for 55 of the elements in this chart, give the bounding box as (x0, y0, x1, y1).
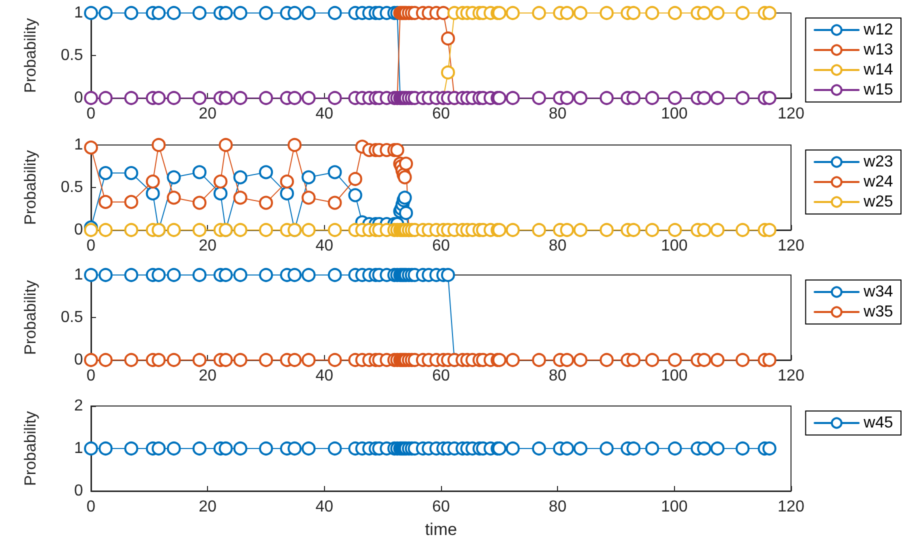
x-tick-label: 40 (315, 106, 334, 122)
y-tick-label: 0.5 (60, 47, 84, 64)
x-tick-label: 80 (548, 368, 567, 384)
x-tick-label: 0 (86, 238, 96, 254)
legend-label: w15 (862, 82, 894, 98)
legend-label: w24 (862, 174, 894, 190)
x-tick-label: 100 (660, 368, 688, 384)
y-tick-label: 1 (74, 440, 84, 457)
x-tick-label: 80 (548, 238, 567, 254)
y-tick-label: 0 (74, 222, 84, 238)
x-tick-label: 60 (432, 368, 450, 384)
x-tick-label: 120 (778, 106, 804, 122)
y-axis-title: Probability (22, 280, 40, 355)
legend-label: w35 (862, 304, 894, 320)
legend-label: w13 (862, 42, 894, 58)
legend-label: w45 (862, 414, 894, 432)
x-tick-label: 60 (432, 498, 450, 516)
x-tick-label: 0 (86, 106, 96, 122)
y-tick-label: 0.5 (60, 309, 84, 326)
x-tick-label: 120 (778, 368, 804, 384)
x-tick-label: 60 (432, 238, 450, 254)
x-tick-label: 120 (778, 238, 804, 254)
y-tick-label: 0 (74, 482, 84, 500)
x-tick-label: 20 (198, 498, 217, 516)
y-tick-label: 1 (74, 136, 84, 154)
x-tick-label: 20 (198, 368, 217, 384)
x-tick-label: 0 (86, 498, 96, 516)
x-tick-label: 100 (660, 498, 688, 516)
x-tick-label: 100 (660, 106, 688, 122)
x-tick-label: 60 (432, 106, 450, 122)
legend-label: w23 (862, 154, 894, 170)
y-tick-label: 1 (74, 266, 84, 284)
x-tick-label: 40 (315, 238, 334, 254)
y-tick-label: 0 (74, 352, 84, 368)
legend-label: w12 (862, 22, 894, 38)
x-tick-label: 80 (548, 498, 567, 516)
legend-label: w34 (862, 284, 894, 300)
x-tick-label: 0 (86, 368, 96, 384)
x-tick-label: 40 (315, 498, 334, 516)
y-tick-label: 2 (74, 398, 84, 414)
x-tick-label: 40 (315, 368, 334, 384)
y-tick-label: 0 (74, 90, 84, 106)
y-axis-title: Probability (22, 411, 40, 486)
x-tick-label: 120 (778, 498, 804, 516)
x-tick-label: 20 (198, 106, 217, 122)
x-tick-label: 80 (548, 106, 567, 122)
x-tick-label: 100 (660, 238, 688, 254)
x-axis-title: time (424, 520, 458, 539)
x-tick-label: 20 (198, 238, 217, 254)
legend-label: w25 (862, 194, 894, 210)
legend-label: w14 (862, 62, 894, 78)
y-axis-title: Probability (22, 150, 40, 225)
y-axis-title: Probability (22, 18, 40, 93)
y-tick-label: 0.5 (60, 179, 84, 196)
y-tick-label: 1 (74, 4, 84, 22)
